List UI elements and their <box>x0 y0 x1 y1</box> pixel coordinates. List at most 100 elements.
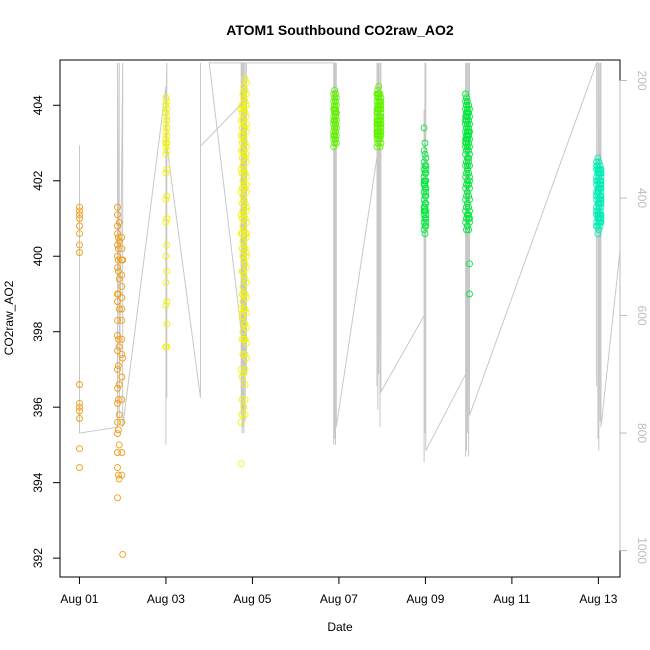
data-point <box>462 90 470 98</box>
data-point <box>118 282 126 290</box>
data-point <box>238 139 246 147</box>
data-point <box>242 252 250 260</box>
data-point <box>466 143 473 151</box>
data-point <box>162 218 170 226</box>
data-point <box>420 196 428 204</box>
data-point <box>242 120 250 128</box>
data-point <box>114 494 121 502</box>
x-tick-label: Aug 13 <box>579 592 617 606</box>
data-point <box>242 249 250 256</box>
data-point <box>242 128 250 136</box>
data-point <box>163 124 171 132</box>
data-point <box>114 332 121 339</box>
y-tick-label: 404 <box>31 95 45 115</box>
data-point <box>114 241 121 249</box>
data-point <box>332 101 340 109</box>
data-point <box>242 79 250 87</box>
data-point <box>163 320 171 328</box>
data-point <box>118 471 126 479</box>
data-point <box>595 173 603 181</box>
data-point <box>242 150 250 158</box>
data-point <box>239 177 247 185</box>
data-point <box>241 154 249 162</box>
data-point <box>241 124 249 132</box>
pressure-trace-line <box>79 62 620 463</box>
data-point <box>466 260 473 268</box>
data-point <box>422 188 430 196</box>
data-point <box>239 222 247 230</box>
data-point <box>465 132 473 139</box>
data-point <box>163 98 171 105</box>
data-point <box>239 252 247 260</box>
data-point <box>119 354 127 362</box>
data-point <box>594 230 602 238</box>
data-point <box>597 196 605 204</box>
data-point <box>597 173 605 181</box>
data-point <box>238 184 246 192</box>
data-point <box>463 162 471 170</box>
data-point <box>241 335 249 343</box>
data-point <box>597 199 605 207</box>
data-point <box>237 460 245 468</box>
y2-tick-label: 800 <box>635 423 649 443</box>
data-point <box>239 313 247 321</box>
x-tick-label: Aug 03 <box>147 592 185 606</box>
data-point <box>421 230 429 238</box>
data-point <box>332 113 339 121</box>
data-point <box>237 188 245 196</box>
data-point <box>332 139 340 147</box>
data-point <box>240 120 248 128</box>
data-point <box>377 132 385 139</box>
data-point <box>422 184 430 192</box>
data-point <box>242 233 250 241</box>
data-point <box>596 222 604 230</box>
scatter-points-layer <box>76 75 605 558</box>
data-point <box>118 271 126 279</box>
data-point <box>114 222 121 230</box>
x-tick-label: Aug 01 <box>60 592 98 606</box>
data-point <box>240 135 248 143</box>
data-point <box>76 215 83 222</box>
y2-tick-label: 400 <box>635 188 649 208</box>
data-point <box>241 109 249 117</box>
data-point <box>376 90 384 98</box>
data-point <box>238 169 246 177</box>
data-point <box>377 124 385 132</box>
data-point <box>463 188 471 196</box>
data-point <box>595 188 603 196</box>
data-point <box>76 381 83 388</box>
data-point <box>114 426 122 434</box>
data-point <box>463 222 471 230</box>
data-point <box>76 222 83 230</box>
data-point <box>163 298 171 305</box>
data-point <box>119 256 127 264</box>
data-point <box>114 211 121 219</box>
data-point <box>422 169 430 177</box>
x-tick-label: Aug 07 <box>320 592 358 606</box>
data-point <box>332 135 339 143</box>
data-point <box>421 139 429 147</box>
data-point <box>76 211 83 219</box>
data-point <box>375 94 383 102</box>
data-point <box>465 147 473 155</box>
data-point <box>594 154 602 162</box>
data-point <box>114 298 121 305</box>
data-point <box>239 267 247 275</box>
data-point <box>76 415 83 422</box>
data-point <box>162 143 170 151</box>
data-point <box>466 105 473 113</box>
data-point <box>465 203 473 211</box>
y-tick-label: 398 <box>31 321 45 341</box>
data-point <box>377 116 385 124</box>
data-point <box>240 403 248 411</box>
y-axis: 392 394 396 398 400 402 404 <box>31 95 61 568</box>
data-point <box>238 373 246 381</box>
data-point <box>163 116 171 124</box>
data-point <box>242 339 250 347</box>
data-point <box>240 271 248 279</box>
x-axis-label: Date <box>327 620 353 634</box>
data-point <box>242 354 250 362</box>
data-point <box>593 173 601 181</box>
y2-axis: 200 400 600 800 1000 <box>619 71 649 564</box>
